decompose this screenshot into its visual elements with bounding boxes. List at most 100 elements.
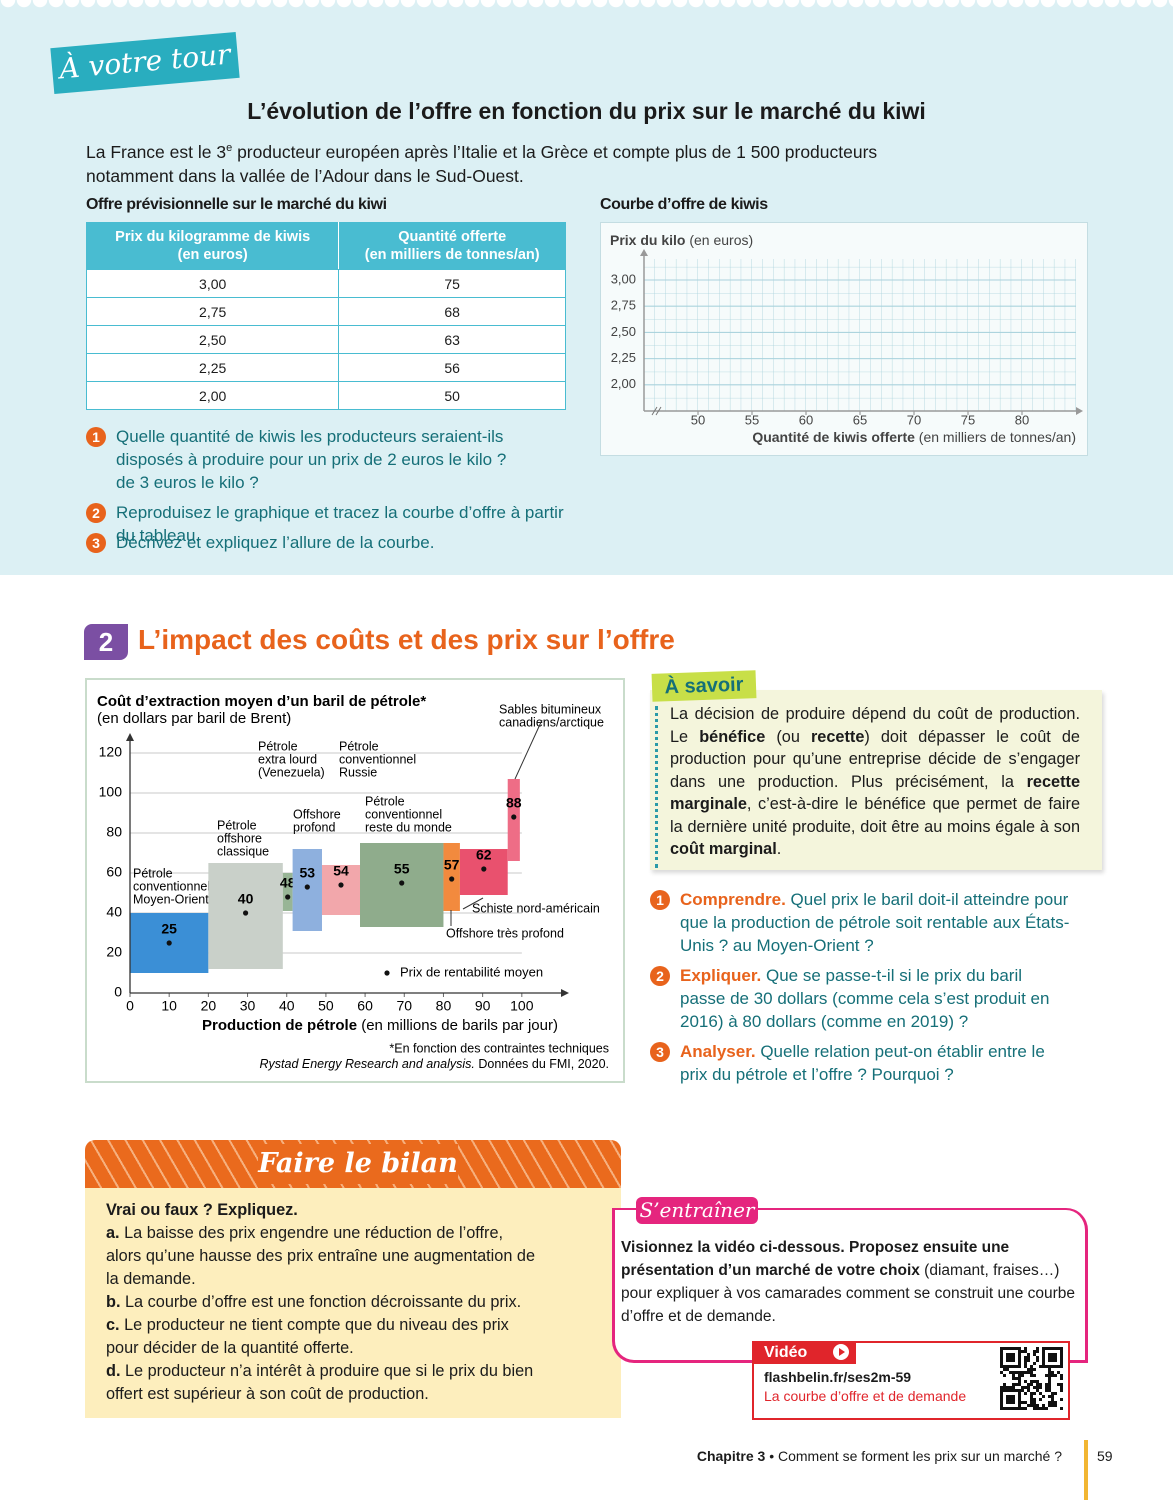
segment-label: Pétrole <box>258 739 298 753</box>
qr-module <box>1027 1359 1030 1362</box>
row: 3,00 75 <box>85 269 566 298</box>
qr-module <box>1039 1398 1042 1401</box>
bilan-body <box>85 1188 621 1418</box>
qr-module <box>1006 1386 1009 1389</box>
qr-module <box>1012 1377 1015 1380</box>
qr-module <box>1000 1371 1003 1374</box>
qr-module <box>1021 1371 1024 1374</box>
question: 3 Analyser. Quelle relation peut-on établ… <box>650 1040 1070 1086</box>
exercise-tag: S’entraîner <box>636 1197 758 1224</box>
segment-label: Moyen-Orient <box>133 892 209 906</box>
qr-module <box>1054 1404 1057 1407</box>
qr-module <box>1054 1374 1057 1377</box>
cell: 2,75 <box>85 297 340 326</box>
qr-module <box>1012 1347 1015 1350</box>
qr-module <box>1042 1395 1045 1398</box>
qr-module <box>1018 1401 1021 1404</box>
cell: 56 <box>338 353 566 382</box>
qr-module <box>1057 1371 1060 1374</box>
qr-module <box>1024 1407 1027 1410</box>
segment-label: offshore <box>217 831 262 845</box>
video-label: Vidéo <box>752 1341 856 1364</box>
qr-module <box>1048 1347 1051 1350</box>
item-letter: a. <box>106 1224 120 1242</box>
qr-module <box>1045 1347 1048 1350</box>
qr-module <box>1000 1386 1003 1389</box>
segment-label: Pétrole <box>339 739 379 753</box>
qr-module <box>1006 1389 1009 1392</box>
qr-module <box>1054 1365 1057 1368</box>
exercise-title: L’évolution de l’offre en fonction du pr… <box>247 98 926 124</box>
qr-module <box>1060 1389 1063 1392</box>
text: (en euros) <box>685 232 753 248</box>
header-row: Prix du kilogramme de kiwis (en euros) Qua… <box>85 222 566 270</box>
qr-module <box>1057 1383 1060 1386</box>
question-text: Quel prix le baril doit-il atteindre pou… <box>680 890 1070 955</box>
question-verb: Analyser. <box>680 1042 756 1061</box>
play-icon[interactable] <box>833 1344 849 1360</box>
qr-module <box>1048 1389 1051 1392</box>
breakeven-dot <box>242 910 249 916</box>
question-number: 2 <box>650 966 670 986</box>
axes <box>129 737 563 994</box>
qr-module <box>1012 1353 1015 1356</box>
qr-module <box>1039 1407 1042 1410</box>
qr-module <box>1021 1389 1024 1392</box>
y-tick-label: 80 <box>106 824 122 840</box>
qr-module <box>1009 1356 1012 1359</box>
segment-label: conventionnel <box>133 879 210 893</box>
info-box <box>650 690 1102 870</box>
qr-module <box>1009 1386 1012 1389</box>
x-tick-label: 70 <box>396 998 412 1014</box>
bilan-prompt: Vrai ou faux ? Expliquez. <box>106 1201 298 1219</box>
qr-module <box>1030 1401 1033 1404</box>
qr-module <box>1018 1356 1021 1359</box>
qr-module <box>1003 1407 1006 1410</box>
value-label: 62 <box>476 847 492 863</box>
column-header: Quantité offerte (en milliers de tonnes/a… <box>338 222 566 270</box>
video-url[interactable]: flashbelin.fr/ses2m-59 <box>764 1369 912 1385</box>
qr-module <box>1051 1356 1054 1359</box>
qr-module <box>1012 1386 1015 1389</box>
value-label: 25 <box>161 921 177 937</box>
x-tick-label: 55 <box>745 412 759 427</box>
section-number: 2 <box>84 624 128 660</box>
bold-text: Production de pétrole <box>202 1017 357 1034</box>
qr-module <box>1009 1359 1012 1362</box>
x-tick-label: 30 <box>240 998 256 1014</box>
qr-module <box>1000 1350 1003 1353</box>
question: 2 Reproduisez le graphique et tracez la c… <box>86 501 566 547</box>
x-tick-label: 80 <box>436 998 452 1014</box>
text: , c’est-à-dire le bénéfice que permet de… <box>670 795 1080 836</box>
x-tick-label: 80 <box>1015 412 1029 427</box>
segment <box>292 849 322 931</box>
chapter-title: • Comment se forment les prix sur un mar… <box>765 1448 1062 1464</box>
bilan-item: a. La baisse des prix engendre une réduc… <box>106 1222 536 1291</box>
x-tick-label: 50 <box>691 412 705 427</box>
row: 2,25 56 <box>85 353 566 382</box>
qr-module <box>1060 1398 1063 1401</box>
qr-module <box>1039 1392 1042 1395</box>
qr-module <box>1060 1386 1063 1389</box>
qr-module <box>1000 1404 1003 1407</box>
qr-module <box>1003 1383 1006 1386</box>
y-tick-label: 60 <box>106 864 122 880</box>
qr-code[interactable] <box>1000 1347 1063 1410</box>
qr-module <box>1060 1350 1063 1353</box>
qr-module <box>1030 1374 1033 1377</box>
question-number: 3 <box>86 533 106 553</box>
question: 3 Décrivez et expliquez l’allure de la co… <box>86 531 566 554</box>
qr-module <box>1024 1347 1027 1350</box>
qr-module <box>1003 1365 1006 1368</box>
bold-text: recette marginale <box>670 772 1080 814</box>
qr-module <box>1033 1374 1036 1377</box>
table-title: Offre prévisionnelle sur le marché du ki… <box>86 196 387 213</box>
qr-module <box>1006 1407 1009 1410</box>
cell: 63 <box>338 325 566 354</box>
qr-module <box>1060 1365 1063 1368</box>
bilan-text: Vrai ou faux ? Expliquez. a. La baisse d… <box>106 1199 536 1406</box>
qr-module <box>1036 1383 1039 1386</box>
qr-module <box>1033 1386 1036 1389</box>
qr-module <box>1054 1353 1057 1356</box>
superscript: e <box>226 142 233 154</box>
